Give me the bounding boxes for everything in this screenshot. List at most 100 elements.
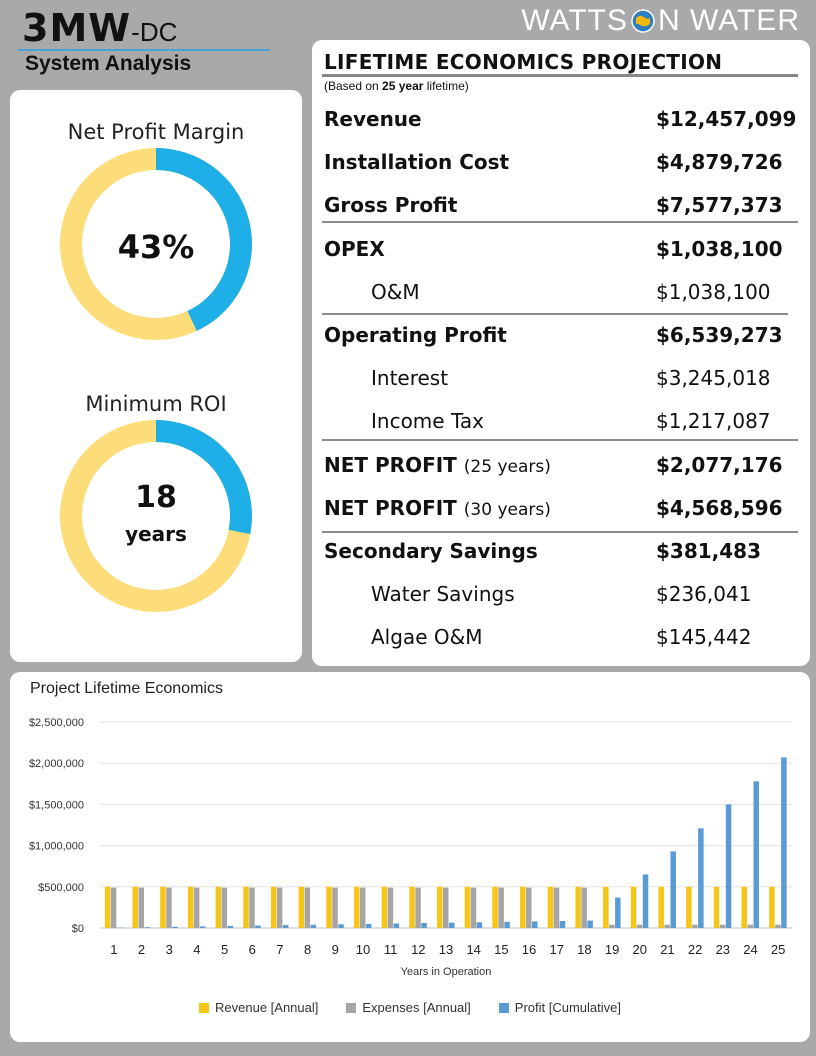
row-revenue: Revenue $12,457,099 — [324, 97, 798, 140]
row-label: Gross Profit — [324, 192, 458, 217]
x-tick-label: 17 — [549, 942, 563, 957]
bar-revenue — [492, 886, 498, 928]
bar-revenue — [270, 886, 277, 928]
row-value: $7,577,373 — [656, 192, 783, 217]
row-gross-profit: Gross Profit $7,577,373 — [324, 183, 798, 226]
bar-expenses — [110, 887, 117, 928]
minimum-roi-number: 18 — [135, 480, 177, 515]
row-label: OPEX — [324, 236, 385, 261]
row-value: $381,483 — [656, 538, 762, 563]
bar-profit — [642, 874, 649, 928]
x-tick-label: 2 — [138, 942, 145, 957]
brand-logo: WATTS N WATER — [521, 4, 800, 38]
bar-expenses — [387, 887, 394, 928]
row-label: NET PROFIT (30 years) — [324, 496, 656, 520]
bar-profit — [282, 925, 289, 928]
bar-revenue — [381, 886, 388, 928]
x-tick-label: 13 — [439, 942, 453, 957]
minimum-roi-unit: years — [125, 522, 187, 546]
bar-revenue — [409, 886, 415, 928]
bar-profit — [116, 927, 123, 929]
economics-card: LIFETIME ECONOMICS PROJECTION (Based on … — [312, 40, 810, 666]
bar-revenue — [243, 886, 249, 928]
row-value: $1,217,087 — [656, 408, 771, 433]
y-tick-label: $0 — [72, 923, 84, 935]
x-tick-label: 18 — [577, 942, 591, 957]
bar-profit — [144, 927, 151, 928]
row-value: $3,245,018 — [656, 365, 771, 390]
row-label: Algae O&M — [371, 624, 483, 649]
bar-profit — [781, 757, 787, 928]
legend-label: Profit [Cumulative] — [514, 1000, 621, 1015]
row-value: $2,077,176 — [656, 452, 783, 477]
bar-profit — [670, 851, 676, 928]
x-tick-label: 10 — [356, 942, 370, 957]
note-prefix: (Based on — [324, 79, 383, 93]
title-suffix: -DC — [131, 17, 178, 47]
bar-expenses — [415, 887, 421, 928]
net-profit-margin-label: Net Profit Margin — [67, 120, 245, 144]
bar-profit — [753, 781, 759, 928]
bar-expenses — [470, 887, 477, 928]
bar-profit — [310, 924, 317, 928]
row-interest: Interest $3,245,018 — [324, 356, 798, 399]
brand-text-right: N WATER — [658, 4, 800, 37]
row-net-profit-30: NET PROFIT (30 years) $4,568,596 — [324, 486, 798, 529]
bar-expenses — [332, 887, 338, 928]
bar-revenue — [686, 886, 692, 928]
x-tick-label: 25 — [771, 942, 785, 957]
x-tick-label: 14 — [466, 942, 480, 957]
row-label: Interest — [371, 365, 449, 390]
x-tick-label: 9 — [332, 942, 339, 957]
bar-profit — [227, 925, 234, 928]
y-tick-label: $1,000,000 — [29, 841, 84, 853]
bar-revenue — [630, 886, 637, 928]
x-tick-label: 3 — [166, 942, 173, 957]
row-om: O&M $1,038,100 — [324, 270, 798, 313]
row-value: $1,038,100 — [656, 279, 771, 304]
bar-expenses — [304, 887, 311, 928]
x-tick-label: 1 — [110, 942, 117, 957]
x-tick-label: 19 — [605, 942, 619, 957]
legend-label: Expenses [Annual] — [362, 1000, 471, 1015]
lifetime-economics-chart: $0 $500,000 $1,000,000 $1,500,000 $2,000,000… — [29, 717, 792, 978]
net-profit-period: (30 years) — [463, 499, 551, 520]
legend-item-revenue: Revenue [Annual] — [199, 1000, 318, 1015]
row-value: $236,041 — [656, 581, 752, 606]
bar-revenue — [658, 886, 664, 928]
row-label: Installation Cost — [324, 149, 510, 174]
net-profit-label: NET PROFIT — [324, 452, 457, 477]
legend-swatch — [199, 1002, 210, 1013]
bar-revenue — [104, 886, 111, 928]
bar-expenses — [636, 924, 643, 928]
row-algae-om: Algae O&M $145,442 — [324, 615, 798, 658]
x-tick-label: 12 — [411, 942, 425, 957]
net-profit-margin-donut — [60, 148, 252, 340]
divider — [322, 439, 798, 441]
row-net-profit-25: NET PROFIT (25 years) $2,077,176 — [324, 443, 798, 486]
x-tick-label: 4 — [193, 942, 200, 957]
x-tick-label: 7 — [276, 942, 283, 957]
bar-expenses — [138, 887, 145, 928]
divider — [322, 313, 788, 315]
bar-profit — [255, 925, 261, 928]
y-tick-label: $2,500,000 — [29, 717, 84, 729]
divider — [322, 221, 798, 223]
bar-expenses — [747, 924, 753, 928]
row-water-savings: Water Savings $236,041 — [324, 572, 798, 615]
economics-note: (Based on 25 year lifetime) — [324, 79, 469, 93]
donut-arc — [60, 148, 252, 340]
bar-expenses — [664, 924, 670, 928]
title-divider — [18, 49, 270, 51]
chart-card: Project Lifetime Economics $0 $500,000 $1,… — [10, 672, 810, 1042]
bar-expenses — [692, 924, 698, 928]
bar-revenue — [575, 886, 581, 928]
title-main: 3MW — [22, 6, 132, 50]
bar-expenses — [581, 887, 587, 928]
net-profit-margin-value: 43% — [117, 228, 195, 266]
bar-revenue — [187, 886, 194, 928]
x-axis-label: Years in Operation — [401, 966, 492, 978]
row-label: O&M — [371, 279, 420, 304]
bar-profit — [421, 923, 427, 928]
minimum-roi-donut — [60, 420, 252, 612]
